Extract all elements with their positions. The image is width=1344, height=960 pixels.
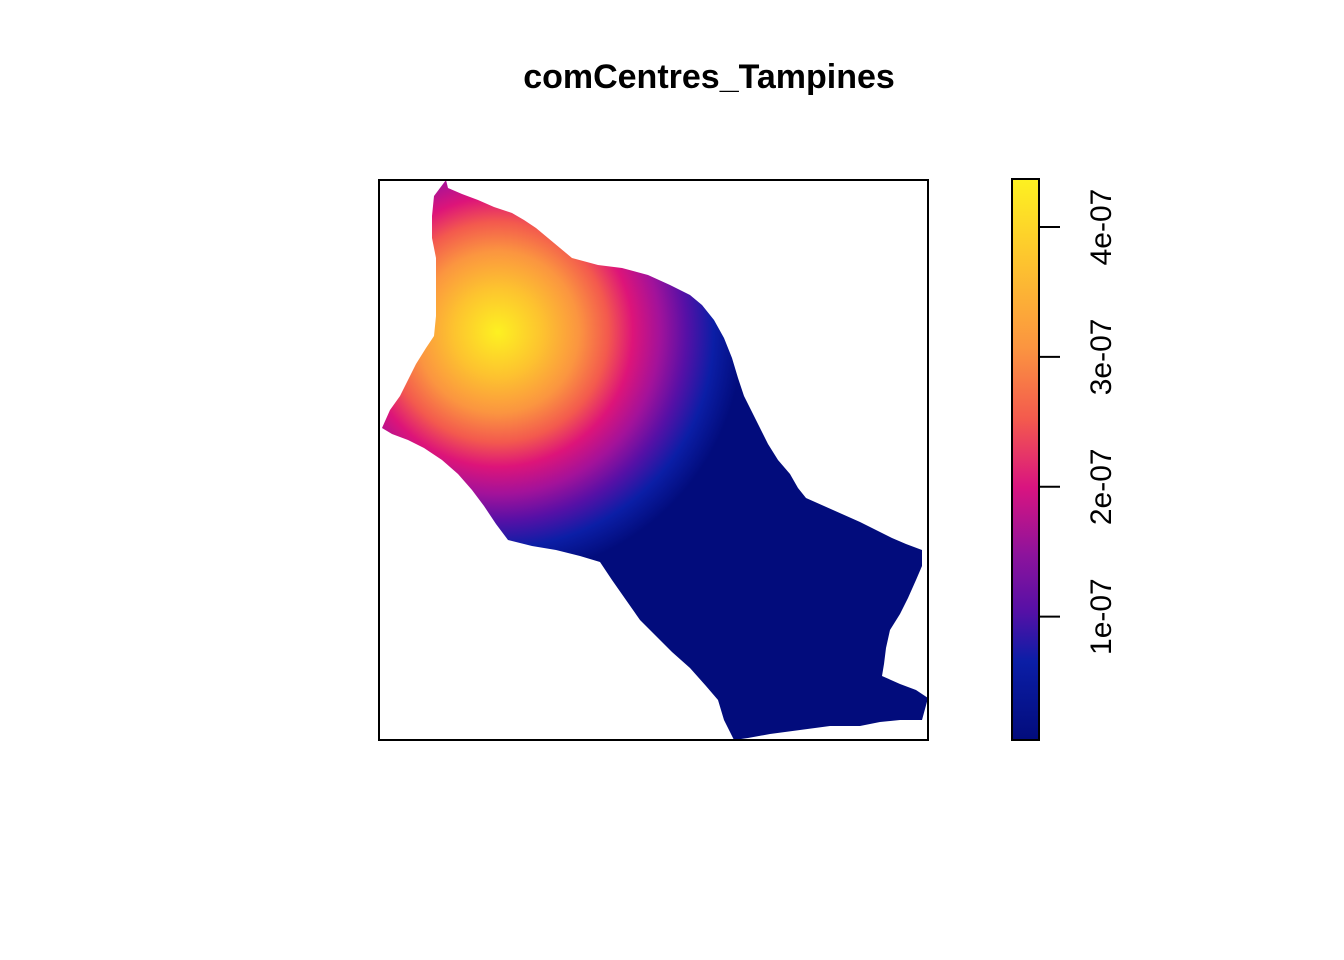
legend-tick-label: 3e-07 — [1085, 319, 1118, 396]
map-frame — [378, 179, 929, 741]
tampines-region — [382, 180, 928, 740]
plot-title: comCentres_Tampines — [523, 58, 895, 96]
legend-colorbar — [1011, 178, 1040, 741]
legend-tick-label: 1e-07 — [1085, 578, 1118, 655]
legend-tick-label: 4e-07 — [1085, 189, 1118, 266]
legend-tick-label: 2e-07 — [1085, 448, 1118, 525]
